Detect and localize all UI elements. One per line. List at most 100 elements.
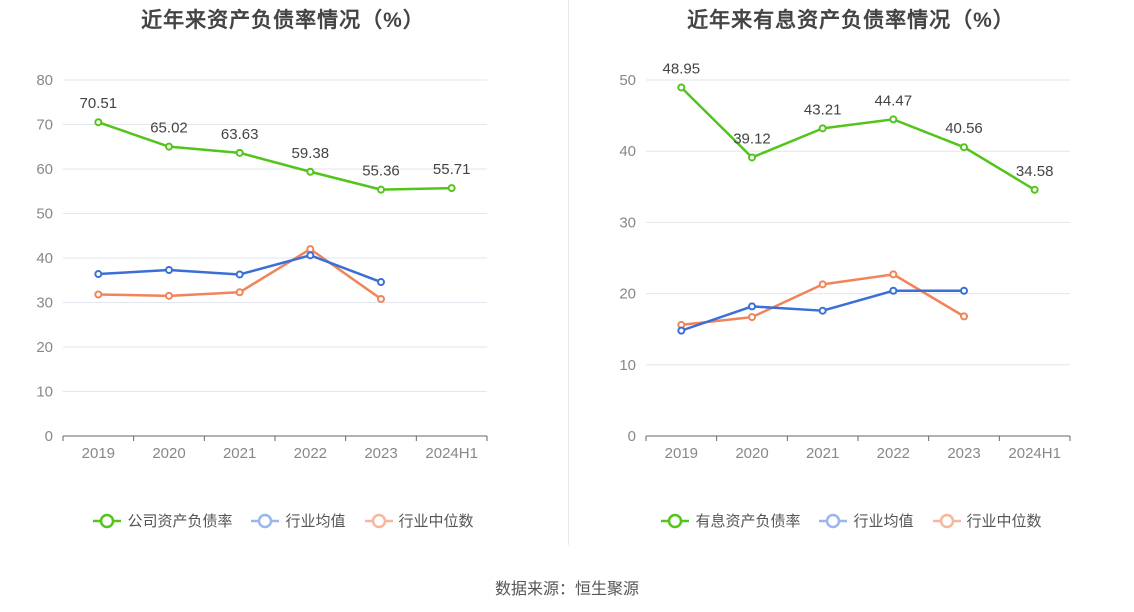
y-tick-label: 40	[619, 143, 636, 160]
data-point	[306, 251, 315, 260]
y-tick-label: 50	[619, 72, 636, 89]
series-line	[97, 121, 452, 191]
chart-panel-debt-ratio: 近年来资产负债率情况（%） 0 10 20 30 40 50 60 70 80 2019 2020 2…	[0, 0, 566, 560]
data-point	[960, 312, 968, 321]
legend-label: 行业中位数	[966, 513, 1042, 530]
data-point	[165, 142, 173, 151]
data-point	[1030, 185, 1039, 194]
chart-legend: 公司资产负债率 行业均值 行业中位数	[0, 510, 566, 531]
legend-green-marker-icon	[661, 513, 690, 528]
legend-orange-marker-icon	[364, 513, 393, 528]
data-point	[889, 270, 898, 279]
data-label: 70.51	[80, 95, 118, 112]
data-label: 40.56	[945, 120, 983, 137]
y-tick-label: 60	[36, 161, 53, 178]
chart-legend: 有息资产负债率 行业均值 行业中位数	[568, 510, 1134, 531]
y-tick-label: 70	[36, 117, 53, 134]
data-point	[748, 153, 756, 162]
data-label: 48.95	[663, 60, 701, 77]
data-point	[235, 288, 244, 297]
x-tick-label: 2024H1	[425, 445, 478, 462]
legend-item-company[interactable]: 公司资产负债率	[92, 510, 232, 531]
legend-label: 行业中位数	[398, 513, 474, 530]
x-tick-label: 2019	[82, 445, 115, 462]
x-tick-label: 2019	[665, 445, 698, 462]
y-tick-label: 50	[36, 206, 53, 223]
legend-label: 有息资产负债率	[695, 513, 801, 530]
y-tick-label: 30	[619, 214, 636, 231]
legend-item-industry-median[interactable]: 行业中位数	[932, 510, 1042, 531]
y-tick-label: 10	[36, 384, 53, 401]
data-label: 43.21	[804, 101, 842, 118]
legend-label: 公司资产负债率	[127, 513, 233, 530]
y-tick-label: 80	[36, 72, 53, 89]
data-point	[818, 124, 827, 133]
legend-item-industry-avg[interactable]: 行业均值	[818, 510, 914, 531]
panel-divider	[568, 0, 569, 545]
chart-panel-interest-debt-ratio: 近年来有息资产负债率情况（%） 0 10 20 30 40 50 2019 2020 2021 2…	[568, 0, 1134, 560]
legend-item-industry-avg[interactable]: 行业均值	[250, 510, 346, 531]
x-tick-label: 2022	[294, 445, 327, 462]
chart-plot-area: 0 10 20 30 40 50 2019 2020 2021 2022 2023 2024H1 48.…	[619, 60, 1071, 462]
data-point	[960, 143, 968, 152]
data-label: 55.71	[433, 161, 471, 178]
data-point	[377, 294, 385, 303]
y-tick-label: 30	[36, 295, 53, 312]
data-point	[818, 280, 827, 289]
data-point	[235, 148, 244, 157]
data-point	[889, 115, 898, 124]
legend-green-marker-icon	[93, 513, 122, 528]
data-point	[94, 118, 103, 127]
y-tick-label: 0	[45, 428, 53, 445]
data-point	[889, 286, 898, 295]
data-point	[748, 302, 756, 311]
series-line	[680, 86, 1036, 191]
x-tick-label: 2024H1	[1008, 445, 1061, 462]
x-tick-label: 2023	[364, 445, 397, 462]
legend-item-industry-median[interactable]: 行业中位数	[364, 510, 474, 531]
x-tick-label: 2021	[806, 445, 839, 462]
y-tick-label: 20	[36, 339, 53, 356]
legend-orange-marker-icon	[932, 513, 961, 528]
y-tick-label: 20	[619, 286, 636, 303]
legend-label: 行业均值	[853, 513, 914, 530]
data-point	[165, 291, 173, 300]
data-label: 34.58	[1016, 163, 1054, 180]
data-point	[377, 185, 385, 194]
legend-blue-marker-icon	[251, 513, 280, 528]
data-point	[677, 83, 686, 92]
data-point	[165, 266, 173, 275]
data-label: 55.36	[362, 163, 400, 180]
legend-label: 行业均值	[285, 513, 346, 530]
data-point	[377, 278, 385, 287]
data-label: 65.02	[150, 120, 188, 137]
data-label: 44.47	[875, 92, 913, 109]
data-point	[748, 313, 756, 322]
x-tick-label: 2020	[152, 445, 185, 462]
y-tick-label: 10	[619, 357, 636, 374]
data-point	[235, 270, 244, 279]
data-point	[818, 306, 827, 315]
data-source-note: 数据来源：恒生聚源	[494, 581, 639, 598]
x-tick-label: 2021	[223, 445, 256, 462]
y-tick-label: 40	[36, 250, 53, 267]
chart-plot-area: 0 10 20 30 40 50 60 70 80 2019 2020 2021 2022 2023 202…	[36, 72, 488, 462]
data-point	[94, 290, 103, 299]
chart-title: 近年来资产负债率情况（%）	[141, 9, 425, 32]
legend-item-interest-debt[interactable]: 有息资产负债率	[660, 510, 800, 531]
y-tick-label: 0	[628, 428, 636, 445]
data-label: 63.63	[221, 126, 259, 143]
legend-blue-marker-icon	[819, 513, 848, 528]
x-tick-label: 2022	[877, 445, 910, 462]
x-tick-label: 2020	[735, 445, 768, 462]
data-point	[447, 184, 456, 193]
data-label: 59.38	[292, 145, 330, 162]
data-point	[960, 286, 968, 295]
x-tick-label: 2023	[947, 445, 980, 462]
data-point	[677, 326, 686, 335]
data-point	[306, 167, 315, 176]
data-point	[306, 245, 315, 254]
chart-title: 近年来有息资产负债率情况（%）	[687, 9, 1015, 32]
data-label: 39.12	[733, 130, 771, 147]
data-point	[94, 270, 103, 279]
